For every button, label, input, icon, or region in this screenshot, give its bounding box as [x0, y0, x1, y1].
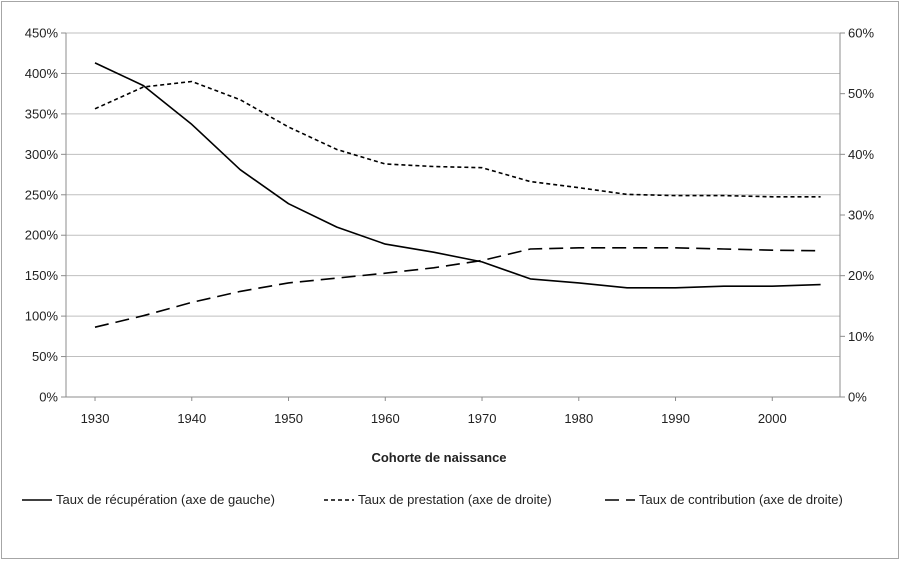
x-tick-label: 2000 — [758, 411, 787, 426]
y-left-tick-label: 150% — [25, 268, 59, 283]
legend-label-2: Taux de prestation (axe de droite) — [358, 492, 552, 507]
x-tick-label: 1970 — [468, 411, 497, 426]
y-left-tick-label: 50% — [32, 349, 58, 364]
y-left-tick-label: 250% — [25, 187, 59, 202]
series-line-2 — [94, 80, 821, 198]
y-left-tick-label: 300% — [25, 147, 59, 162]
y-right-tick-label: 40% — [848, 147, 874, 162]
y-right-tick-label: 10% — [848, 329, 874, 344]
legend-label-1: Taux de récupération (axe de gauche) — [56, 492, 275, 507]
x-tick-label: 1940 — [177, 411, 206, 426]
legend: Taux de récupération (axe de gauche) Taux… — [22, 492, 843, 507]
y-right-tick-label: 20% — [848, 268, 874, 283]
y-right-tick-label: 50% — [848, 86, 874, 101]
y-left-tick-label: 400% — [25, 66, 59, 81]
y-right-tick-label: 0% — [848, 390, 867, 405]
tick-labels: 0% 50% 100% 150% 200% 250% 300% 350% 400% 450% 0% 1… — [25, 26, 875, 427]
y-right-tick-label: 30% — [848, 208, 874, 223]
series-line-1 — [94, 62, 821, 289]
y-right-tick-label: 60% — [848, 26, 874, 41]
legend-label-3: Taux de contribution (axe de droite) — [639, 492, 843, 507]
y-left-tick-label: 200% — [25, 228, 59, 243]
x-tick-label: 1960 — [371, 411, 400, 426]
y-left-tick-label: 450% — [25, 26, 59, 41]
x-tick-label: 1950 — [274, 411, 303, 426]
y-left-tick-label: 0% — [39, 390, 58, 405]
series-line-3 — [94, 247, 821, 328]
x-tick-label: 1990 — [661, 411, 690, 426]
axes — [61, 32, 845, 401]
gridlines — [66, 32, 840, 358]
x-tick-label: 1930 — [81, 411, 110, 426]
x-tick-label: 1980 — [564, 411, 593, 426]
series-lines — [94, 62, 821, 328]
y-left-tick-label: 350% — [25, 106, 59, 121]
y-left-tick-label: 100% — [25, 309, 59, 324]
x-axis-title: Cohorte de naissance — [371, 450, 506, 465]
